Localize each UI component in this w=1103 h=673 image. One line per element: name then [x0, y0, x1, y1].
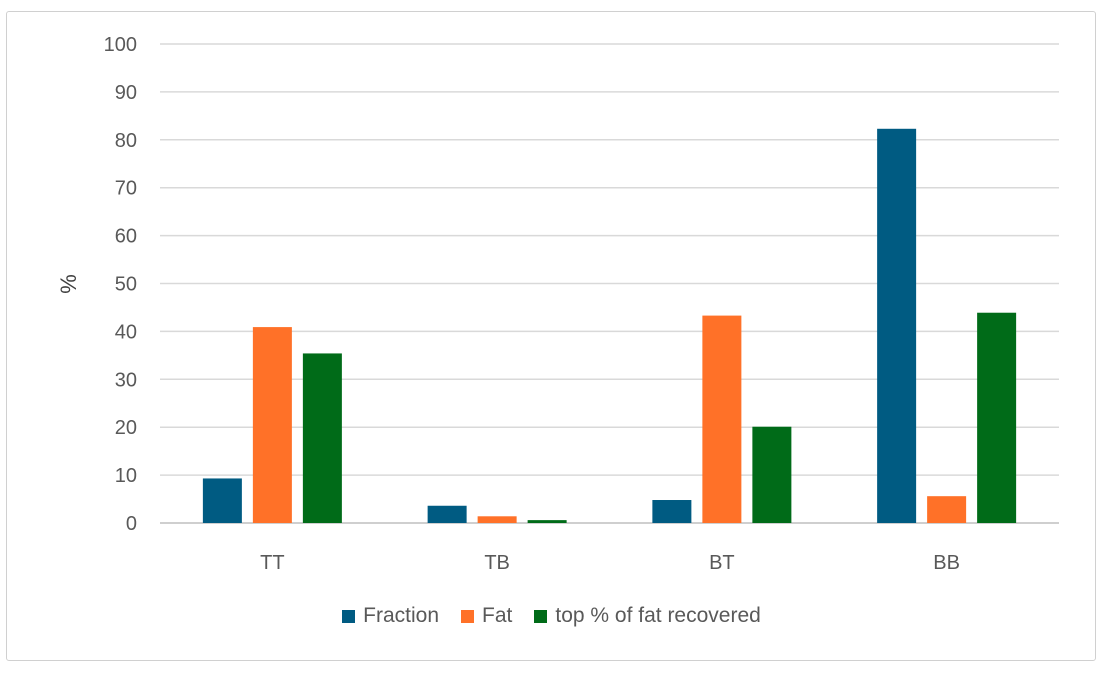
- y-tick-label: 0: [126, 513, 137, 535]
- legend: Fraction Fat top % of fat recovered: [0, 604, 1103, 628]
- x-tick-label: BT: [709, 552, 735, 574]
- x-axis-ticks: TT TB BT BB: [260, 552, 960, 574]
- y-tick-label: 20: [115, 417, 137, 439]
- legend-label: Fraction: [363, 604, 440, 627]
- bar-bt-fat: [702, 315, 742, 523]
- y-tick-label: 70: [115, 178, 137, 200]
- y-tick-label: 30: [115, 369, 137, 391]
- y-tick-label: 80: [115, 130, 137, 152]
- legend-item: Fat: [461, 604, 512, 628]
- y-tick-label: 60: [115, 226, 137, 248]
- bar-bb-fraction: [877, 128, 917, 523]
- y-axis-label: %: [56, 274, 81, 294]
- legend-swatch: [534, 609, 548, 623]
- bar-bb-top-of-fat-recovered: [977, 312, 1017, 523]
- bar-bt-fraction: [652, 500, 692, 523]
- x-tick-label: TT: [260, 552, 284, 574]
- bar-bt-top-of-fat-recovered: [752, 426, 792, 523]
- legend-item: top % of fat recovered: [534, 604, 761, 628]
- bar-tt-top-of-fat-recovered: [302, 353, 342, 523]
- bar-bb-fat: [927, 496, 967, 523]
- legend-swatch: [461, 609, 475, 623]
- bar-chart: 0 10 20 30 40 50 60 70 80 90 100 TT TB BT BB %: [56, 34, 1059, 574]
- bar-tt-fraction: [202, 478, 242, 523]
- bar-tb-fraction: [427, 505, 467, 523]
- y-tick-label: 40: [115, 321, 137, 343]
- y-tick-label: 90: [115, 82, 137, 104]
- legend-swatch: [342, 609, 356, 623]
- legend-label: top % of fat recovered: [555, 604, 761, 627]
- x-tick-label: BB: [933, 552, 960, 574]
- y-tick-label: 50: [115, 274, 137, 296]
- gridlines: [160, 43, 1059, 524]
- x-tick-label: TB: [484, 552, 510, 574]
- legend-item: Fraction: [342, 604, 439, 628]
- y-tick-label: 100: [104, 34, 137, 56]
- bars: [202, 128, 1017, 523]
- bar-tt-fat: [252, 327, 292, 523]
- legend-label: Fat: [482, 604, 513, 627]
- bar-tb-top-of-fat-recovered: [527, 520, 567, 523]
- y-axis-ticks: 0 10 20 30 40 50 60 70 80 90 100: [104, 34, 137, 535]
- bar-tb-fat: [477, 516, 517, 523]
- y-tick-label: 10: [115, 465, 137, 487]
